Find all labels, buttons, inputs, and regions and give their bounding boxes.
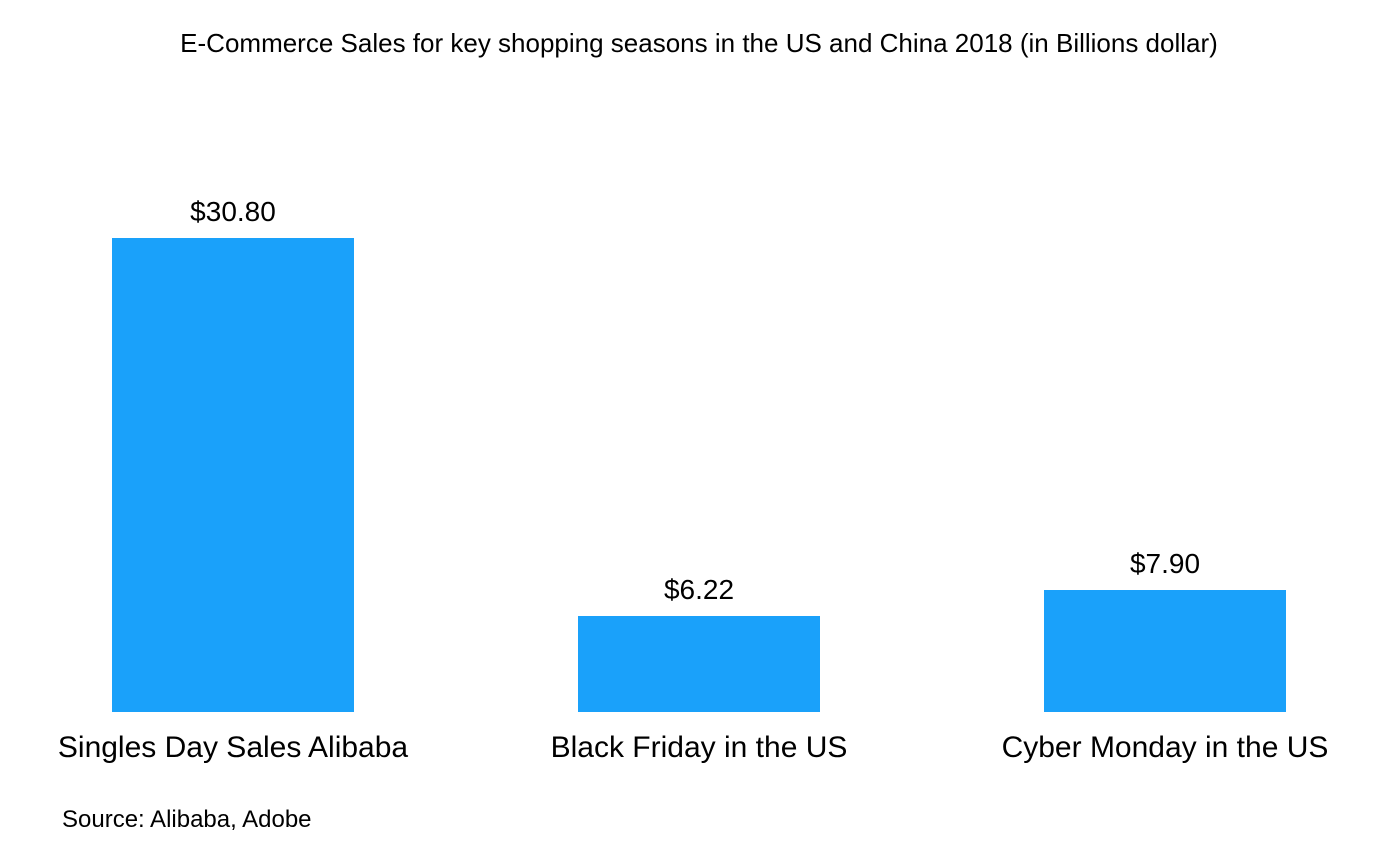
category-label: Black Friday in the US	[550, 731, 848, 764]
category-labels-row: Singles Day Sales Alibaba Black Friday in…	[0, 730, 1398, 766]
source-note: Source: Alibaba, Adobe	[62, 806, 312, 833]
bar-1	[578, 616, 820, 712]
value-label: $7.90	[1129, 548, 1201, 579]
bar-group-0: $30.80	[0, 196, 466, 712]
value-label: $6.22	[663, 574, 735, 605]
bar-0	[112, 238, 354, 712]
chart-title: E-Commerce Sales for key shopping season…	[180, 28, 1218, 58]
bar-group-1: $6.22	[466, 574, 932, 712]
bar-group-2: $7.90	[932, 548, 1398, 712]
bar-2	[1044, 590, 1286, 712]
category-label: Cyber Monday in the US	[1001, 731, 1329, 764]
value-label: $30.80	[190, 196, 276, 227]
category-label: Singles Day Sales Alibaba	[57, 731, 409, 764]
plot-area: $30.80 $6.22 $7.90	[0, 59, 1398, 712]
